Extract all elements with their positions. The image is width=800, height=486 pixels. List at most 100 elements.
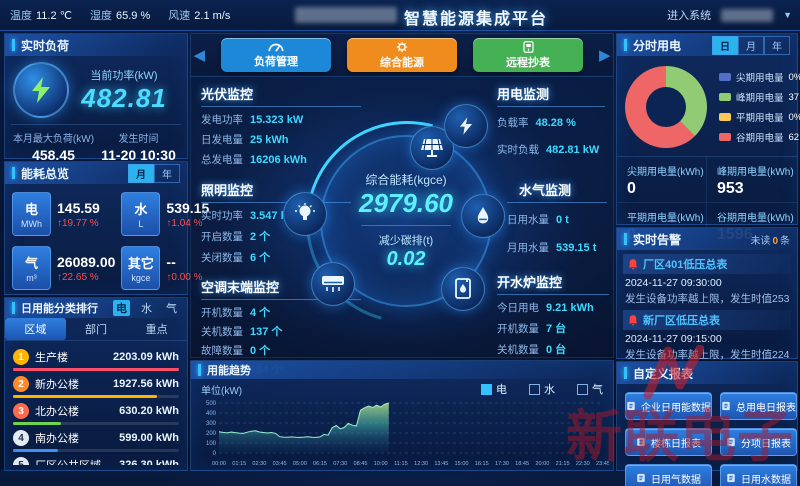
module-water-gas-monitoring: 水气监测 日用水量 0 t 月用水量 539.15 t xyxy=(507,180,607,255)
chevron-left-icon[interactable]: ◀ xyxy=(193,47,205,64)
list-item: 2 新办公楼 1927.56 kWh xyxy=(13,376,179,398)
gauge-icon xyxy=(268,43,284,52)
svg-text:23:45: 23:45 xyxy=(596,461,609,467)
chevron-right-icon[interactable]: ▶ xyxy=(599,47,611,64)
month-max-load: 本月最大负荷(kW) 458.45 xyxy=(12,134,95,163)
svg-text:100: 100 xyxy=(206,441,217,447)
toggle-month[interactable]: 月 xyxy=(128,163,154,183)
electricity-icon: 电 MWh xyxy=(12,192,51,236)
report-button-daily-water[interactable]: 日用水数据 xyxy=(720,464,797,486)
toggle-day[interactable]: 日 xyxy=(712,35,738,55)
module-pv-monitoring: 光伏监控 发电功率 15.323 kW 日发电量 25 kWh 总发电量 16206 … xyxy=(201,84,361,167)
rank-bar xyxy=(13,395,158,398)
svg-text:15:00: 15:00 xyxy=(455,461,469,467)
quick-nav-bar: ◀ 负荷管理 综合能源 远程抄表 ▶ xyxy=(190,33,614,77)
tab-gas[interactable]: 气 xyxy=(166,303,177,315)
total-energy-value: 2979.60 xyxy=(359,188,453,218)
header-tick-icon xyxy=(12,39,15,51)
tab-department[interactable]: 部门 xyxy=(85,324,107,336)
header-tick-icon xyxy=(12,167,15,179)
svg-text:03:45: 03:45 xyxy=(273,461,287,467)
panel-realtime-alerts: 实时告警 未读 0 条 厂区401低压总表 2024-11-27 09:30:00 … xyxy=(616,227,798,362)
rank-bar xyxy=(13,368,179,371)
report-button-subitem-daily[interactable]: 分项日报表 xyxy=(720,428,797,456)
list-item: 3 北办公楼 630.20 kWh xyxy=(13,403,179,425)
occur-time: 发生时间 11-20 10:30 xyxy=(101,134,176,163)
air-conditioner-icon xyxy=(311,262,355,306)
legend-gas[interactable]: 气 xyxy=(577,381,603,397)
header-tick-icon xyxy=(12,302,15,314)
page-title: 智慧能源集成平台 xyxy=(404,11,549,28)
legend-water[interactable]: 水 xyxy=(529,381,555,397)
tile-other: 其它 kgce -- ↑0.00 % xyxy=(121,246,209,290)
svg-text:20:00: 20:00 xyxy=(535,461,549,467)
tab-region[interactable]: 区域 xyxy=(5,318,66,340)
report-button-daily-electricity[interactable]: 总用电日报表 xyxy=(720,392,797,420)
tab-key-point[interactable]: 重点 xyxy=(145,324,168,336)
svg-text:0: 0 xyxy=(213,451,217,457)
top-bar: 温度 11.2 ℃ 湿度 65.9 % 风速 2.1 m/s 智慧能源集成平台 进入系… xyxy=(0,0,800,31)
header-tick-icon xyxy=(198,364,201,376)
tou-stat: 峰期用电量(kWh) 953 xyxy=(707,157,797,203)
legend-swatch xyxy=(719,113,731,121)
svg-text:400: 400 xyxy=(206,411,217,417)
svg-text:02:30: 02:30 xyxy=(252,461,266,467)
legend-electricity[interactable]: 电 xyxy=(481,381,507,397)
alert-item[interactable]: 新厂区低压总表 2024-11-27 09:15:00 发生设备功率越上限，发生… xyxy=(623,310,791,362)
current-power-value: 482.81 xyxy=(81,82,167,113)
alert-item[interactable]: 厂区401低压总表 2024-11-27 09:30:00 发生设备功率越上限，… xyxy=(623,254,791,306)
carbon-reduction-label: 减少碳排(t) xyxy=(378,235,434,247)
svg-text:01:15: 01:15 xyxy=(232,461,246,467)
list-item: 5厂区公共区域326.30 kWh xyxy=(13,457,179,465)
report-button-daily-energy[interactable]: 企业日用能数据 xyxy=(625,392,712,420)
toggle-year[interactable]: 年 xyxy=(764,35,790,55)
meter-icon xyxy=(522,40,534,53)
load-management-button[interactable]: 负荷管理 xyxy=(221,38,331,72)
panel-header: 自定义报表 xyxy=(617,362,797,384)
carbon-reduction-value: 0.02 xyxy=(386,248,426,270)
tou-stat: 尖期用电量(kWh) 0 xyxy=(617,157,707,203)
list-item: 4 南办公楼 599.00 kWh xyxy=(13,430,179,452)
integrated-energy-button[interactable]: 综合能源 xyxy=(347,38,457,72)
rank-badge: 2 xyxy=(13,376,29,392)
chevron-down-icon[interactable]: ▼ xyxy=(783,10,792,20)
svg-text:300: 300 xyxy=(206,421,217,427)
document-icon xyxy=(727,437,735,447)
up-arrow-icon: ↑ xyxy=(166,217,172,229)
document-icon xyxy=(727,473,735,483)
other-energy-icon: 其它 kgce xyxy=(121,246,161,290)
alert-bell-icon xyxy=(628,258,638,269)
tou-donut-chart xyxy=(625,66,707,148)
report-button-building-daily[interactable]: 楼栋日报表 xyxy=(625,428,712,456)
toggle-month[interactable]: 月 xyxy=(738,35,764,55)
enter-system-link[interactable]: 进入系统 xyxy=(667,10,712,22)
y-axis-unit-label: 单位(kW) xyxy=(201,385,243,397)
document-icon xyxy=(637,473,645,483)
report-button-daily-gas[interactable]: 日用气数据 xyxy=(625,464,712,486)
checkbox-icon xyxy=(529,383,540,395)
svg-text:17:30: 17:30 xyxy=(495,461,509,467)
panel-header: 实时告警 未读 0 条 xyxy=(617,228,797,250)
tab-electricity[interactable]: 电 xyxy=(113,300,130,316)
redacted-username xyxy=(721,8,774,22)
svg-text:16:15: 16:15 xyxy=(475,461,489,467)
gas-icon: 气 m³ xyxy=(12,246,51,290)
svg-text:10:00: 10:00 xyxy=(374,461,388,467)
remote-meter-reading-button[interactable]: 远程抄表 xyxy=(473,38,583,72)
rank-badge: 1 xyxy=(13,349,29,365)
tab-water[interactable]: 水 xyxy=(141,303,152,315)
water-drop-icon xyxy=(461,194,505,238)
rank-badge: 3 xyxy=(13,403,29,419)
header-tick-icon xyxy=(624,39,627,51)
toggle-year[interactable]: 年 xyxy=(154,163,180,183)
svg-text:00:00: 00:00 xyxy=(212,461,226,467)
up-arrow-icon: ↑ xyxy=(57,217,62,229)
solar-panel-icon xyxy=(410,126,454,170)
checkbox-icon xyxy=(481,383,492,395)
energy-gear-icon xyxy=(396,41,408,52)
unread-count: 未读 0 条 xyxy=(750,235,790,247)
